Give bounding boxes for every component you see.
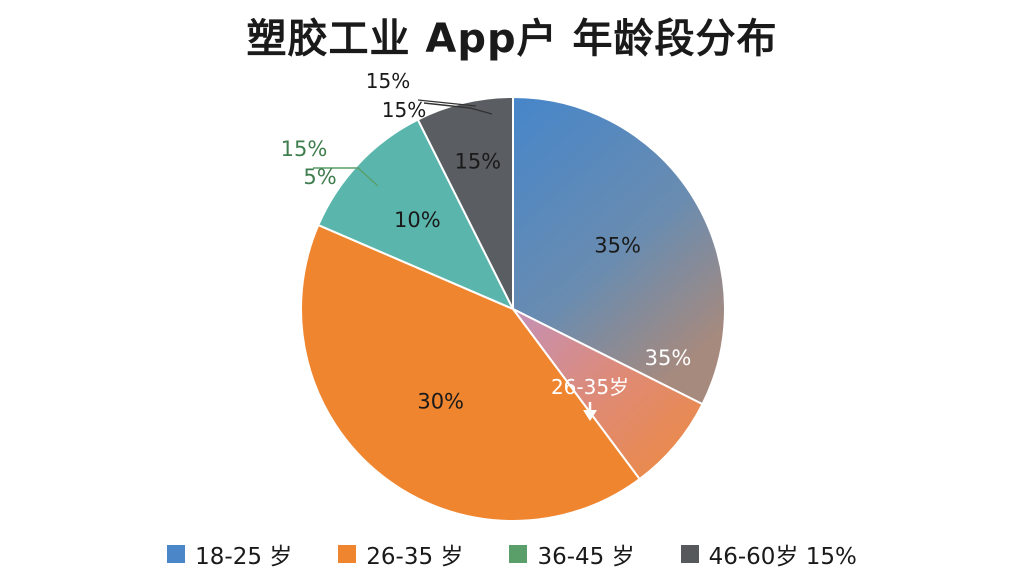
- leader-lines: [313, 99, 493, 187]
- legend: 18-25 岁 26-35 岁 36-45 岁 46-60岁 15%: [0, 536, 1024, 572]
- legend-swatch-4: [680, 545, 699, 563]
- legend-item-3: 36-45 岁: [509, 537, 635, 571]
- legend-item-4: 46-60岁 15%: [680, 537, 857, 571]
- annotation-inner-age: 26-35岁: [551, 375, 629, 399]
- annotation-inner-35: 35%: [645, 346, 692, 370]
- slice-label-4: 10%: [394, 208, 441, 232]
- legend-label-4: 46-60岁 15%: [708, 544, 857, 570]
- chart-title: 塑胶工业 App户 年龄段分布: [246, 16, 778, 62]
- legend-swatch-1: [167, 545, 186, 563]
- annotation-dark-bottom: 15%: [382, 98, 426, 122]
- arrow-down-icon: [583, 402, 597, 421]
- legend-label-3: 36-45 岁: [537, 544, 635, 570]
- pie-slice-1: [512, 95, 726, 406]
- annotation-green-bottom: 5%: [303, 165, 336, 189]
- slice-label-3: 30%: [417, 389, 464, 413]
- legend-item-2: 26-35 岁: [338, 537, 463, 571]
- pie-slice-3: [300, 223, 641, 522]
- legend-label-2: 26-35 岁: [366, 544, 464, 570]
- pie-slice-5: [416, 95, 514, 310]
- pie-slice-2: [512, 308, 704, 481]
- pie-slice-4: [317, 118, 516, 312]
- slice-label-5: 15%: [454, 149, 501, 173]
- legend-label-1: 18-25 岁: [195, 544, 293, 570]
- legend-swatch-2: [338, 545, 357, 563]
- legend-item-1: 18-25 岁: [167, 537, 292, 571]
- annotation-green-top: 15%: [281, 137, 328, 161]
- slice-label-1: 35%: [594, 233, 641, 257]
- annotation-dark-top: 15%: [366, 69, 410, 93]
- legend-swatch-3: [509, 545, 528, 563]
